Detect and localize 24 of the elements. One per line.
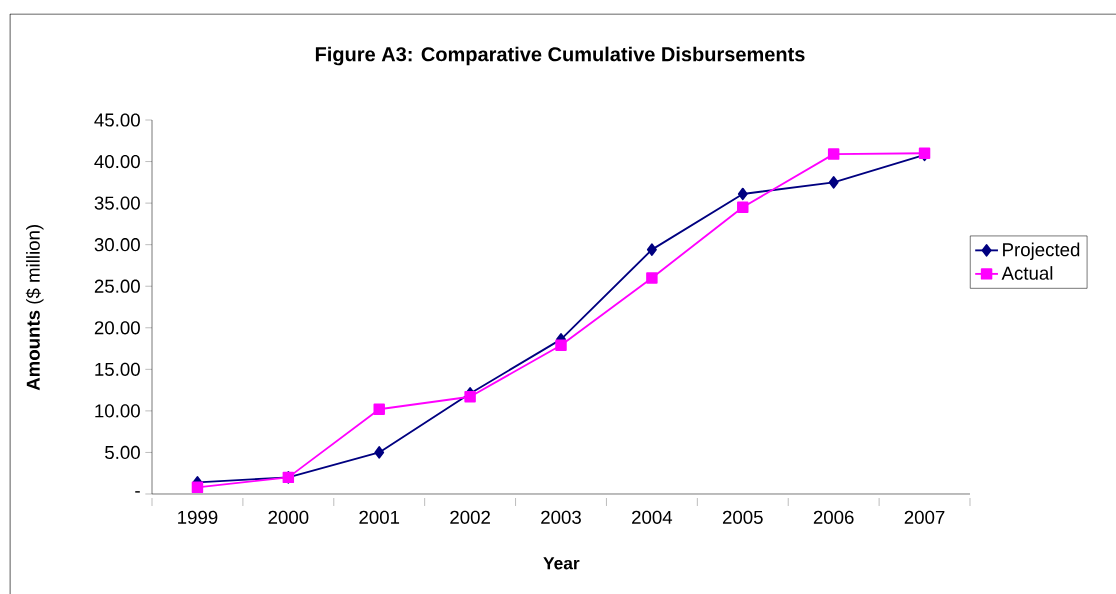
x-tick-label: 2004 <box>632 510 673 524</box>
x-tick-label: 2000 <box>268 510 309 524</box>
y-axis-title: Amounts ($ million) <box>25 225 44 391</box>
x-tick-label: 2002 <box>450 510 490 524</box>
x-tick-label: 2006 <box>813 510 854 524</box>
y-tick-label: 35.00 <box>94 196 140 210</box>
y-tick-label: 40.00 <box>94 154 140 169</box>
x-tick-label: 2003 <box>541 510 581 524</box>
y-tick-label: 15.00 <box>95 362 140 376</box>
chart-title: Figure A3: Comparative Cumulative Disbursements <box>315 46 805 66</box>
x-tick-label: 1999 <box>178 510 218 524</box>
y-tick-label: 5.00 <box>105 445 140 460</box>
x-tick-label: 2005 <box>722 510 763 524</box>
legend-label: Projected <box>1003 242 1080 260</box>
y-tick-label: 45.00 <box>94 113 140 127</box>
y-tick-label: 20.00 <box>94 321 140 335</box>
legend-label: Actual <box>1001 266 1053 280</box>
x-axis-title: Year <box>543 557 580 570</box>
y-tick-label: 30.00 <box>94 238 140 252</box>
y-tick-label: 10.00 <box>95 404 140 418</box>
y-tick-label: 25.00 <box>94 279 140 293</box>
y-tick-label: - <box>135 491 140 493</box>
x-tick-label: 2007 <box>904 510 945 524</box>
x-tick-label: 2001 <box>359 510 400 524</box>
